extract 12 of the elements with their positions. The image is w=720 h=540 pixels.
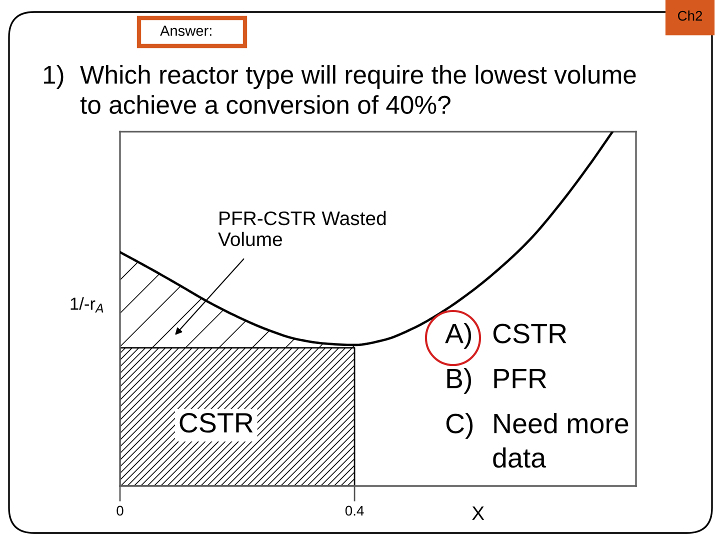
x-axis-title: X: [472, 506, 484, 520]
y-axis-title: 1/-r$_{A}$: [70, 297, 104, 313]
annotation: PFR-CSTR Wasted Volume: [218, 210, 386, 246]
annotation: C) Need more data: [446, 413, 628, 468]
text: Ch2: [678, 10, 702, 21]
series-label: CSTR: [180, 412, 253, 433]
annotation: A) CSTR: [445, 323, 566, 349]
annotation: B) PFR: [447, 368, 546, 394]
text: Answer:: [160, 26, 212, 36]
x-tick-label: 0: [116, 506, 124, 516]
chart-title: 1) Which reactor type will require the lowest volume to achieve a conversion of 40%?: [44, 65, 636, 114]
x-tick-label: 0.4: [345, 506, 364, 516]
